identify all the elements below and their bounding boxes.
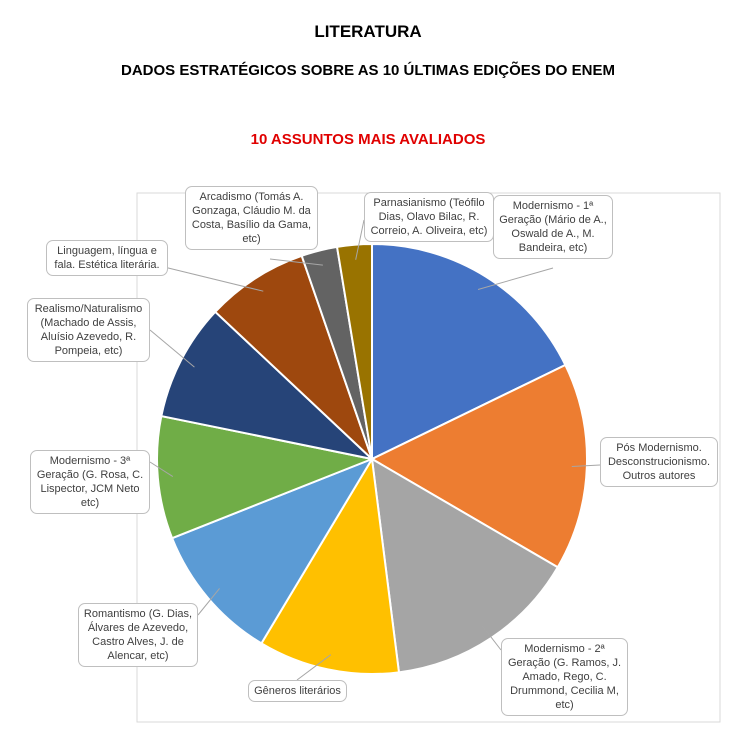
slice-label: Linguagem, língua e fala. Estética liter…	[46, 240, 168, 276]
pie-slice	[370, 457, 560, 674]
pie-slice	[170, 456, 375, 645]
leader-line	[477, 267, 554, 290]
leader-line	[149, 461, 174, 477]
pie-slice	[160, 310, 376, 461]
slice-label: Modernismo - 2ª Geração (G. Ramos, J. Am…	[501, 638, 628, 716]
leader-line	[481, 625, 502, 651]
pie-slice	[335, 242, 373, 460]
leader-line	[571, 464, 601, 468]
slice-label: Realismo/Naturalismo (Machado de Assis, …	[27, 298, 150, 362]
pie-slice	[369, 363, 588, 569]
leader-line	[197, 588, 220, 616]
subtitle: DADOS ESTRATÉGICOS SOBRE AS 10 ÚLTIMAS E…	[121, 62, 615, 79]
slice-label: Parnasianismo (Teófilo Dias, Olavo Bilac…	[364, 192, 494, 242]
leader-line	[296, 654, 332, 681]
leader-line	[355, 219, 365, 260]
slice-label: Modernismo - 1ª Geração (Mário de A., Os…	[493, 195, 613, 259]
pie-slice	[371, 242, 567, 461]
leader-line	[149, 329, 195, 368]
slice-label: Romantismo (G. Dias, Álvares de Azevedo,…	[78, 603, 198, 667]
slice-label: Gêneros literários	[248, 680, 347, 702]
slice-label: Modernismo - 3ª Geração (G. Rosa, C. Lis…	[30, 450, 150, 514]
leader-line	[269, 258, 323, 266]
pie-slice	[213, 254, 373, 460]
pie-slice	[156, 414, 376, 540]
title: LITERATURA	[314, 22, 422, 41]
pie-slice	[260, 456, 401, 675]
chart-title: 10 ASSUNTOS MAIS AVALIADOS	[250, 131, 486, 148]
leader-line	[159, 265, 264, 292]
slice-label: Pós Modernismo. Desconstrucionismo. Outr…	[600, 437, 718, 487]
slice-label: Arcadismo (Tomás A. Gonzaga, Cláudio M. …	[185, 186, 318, 250]
